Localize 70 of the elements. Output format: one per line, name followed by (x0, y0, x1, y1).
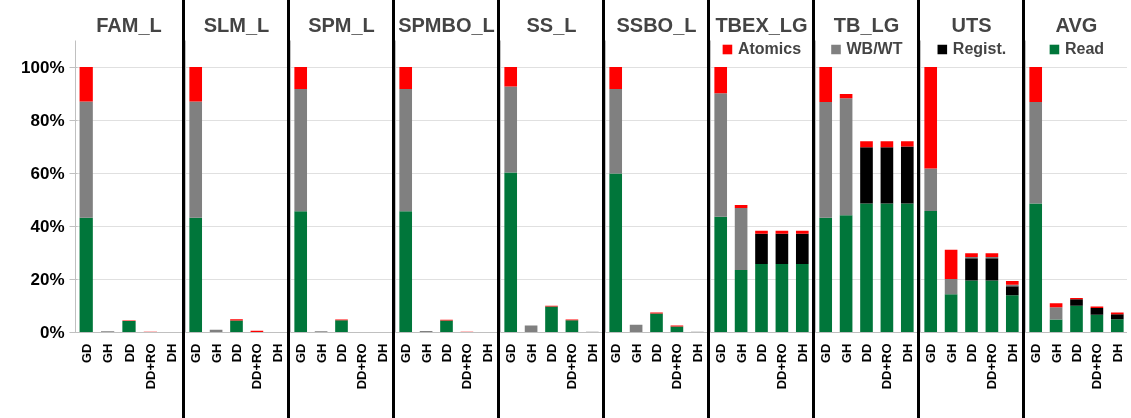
x-tick-label: DH (374, 343, 390, 363)
x-tick-label: GD (503, 343, 519, 363)
x-tick-label: DH (1004, 343, 1020, 363)
x-tick-label: DH (899, 343, 915, 363)
x-tick-label: GD (713, 343, 729, 363)
x-tick-label: DD (964, 343, 979, 363)
y-tick-label: 0% (39, 323, 65, 342)
x-tick-label: DD (859, 343, 874, 363)
x-tick-label: DH (794, 343, 810, 363)
text: Read (1064, 40, 1105, 58)
x-tick-label: GH (1048, 343, 1064, 363)
x-tick-label: DD (229, 343, 244, 363)
x-tick-label: DD+RO (249, 343, 265, 390)
x-tick-label: GD (1028, 343, 1044, 363)
x-tick-label: GH (100, 343, 116, 363)
chart-title: SS_L (526, 13, 577, 36)
x-tick-label: DD+RO (142, 343, 158, 390)
legend-label: Atomics (737, 40, 802, 58)
x-tick-label: DD+RO (879, 343, 895, 390)
x-tick-label: DD (754, 343, 769, 363)
x-tick-label: GD (818, 343, 834, 363)
chart-title: TBEX_LG (715, 13, 808, 36)
y-tick-label: 40% (30, 216, 65, 236)
x-tick-label: DD+RO (774, 343, 790, 390)
x-tick-label: DD+RO (984, 343, 1000, 390)
x-tick-label: GH (418, 343, 434, 363)
x-tick-label: DD+RO (354, 343, 370, 390)
x-tick-label: DD (334, 343, 349, 363)
x-tick-label: DH (689, 343, 705, 363)
legend-label: Regist. (952, 40, 1007, 58)
text: WB/WT (846, 40, 903, 58)
x-tick-label: GH (733, 343, 749, 363)
x-tick-label: DD (649, 343, 664, 363)
x-tick-label: DD+RO (459, 343, 475, 390)
x-tick-label: GH (628, 343, 644, 363)
x-tick-label: GH (943, 343, 959, 363)
chart-title: SPMBO_L (398, 13, 495, 36)
x-tick-label: GD (923, 343, 939, 363)
x-tick-label: DH (479, 343, 495, 363)
x-tick-label: GH (523, 343, 539, 363)
x-tick-label: DH (1109, 343, 1125, 363)
y-tick-label: 20% (30, 269, 65, 289)
x-tick-label: GD (293, 343, 309, 363)
y-tick-label: 80% (30, 110, 65, 130)
x-tick-label: DH (584, 343, 600, 363)
x-tick-label: DD+RO (564, 343, 580, 390)
chart-title: AVG (1055, 13, 1098, 36)
x-tick-label: DH (269, 343, 285, 363)
x-tick-label: GD (188, 343, 204, 363)
chart-title: SLM_L (203, 13, 270, 36)
x-tick-label: GD (608, 343, 624, 363)
y-tick-label: 100% (21, 57, 65, 77)
x-tick-label: GH (838, 343, 854, 363)
x-tick-label: GD (398, 343, 414, 363)
x-tick-label: DD (1069, 343, 1084, 363)
chart-title: TB_LG (833, 13, 900, 36)
x-tick-label: DD (121, 343, 137, 363)
chart-title: SPM_L (308, 13, 375, 36)
x-tick-label: DH (164, 343, 180, 363)
x-tick-label: GH (208, 343, 224, 363)
chart-title: UTS (951, 13, 992, 36)
x-tick-label: DD+RO (669, 343, 685, 390)
y-tick-label: 60% (30, 163, 65, 183)
x-tick-label: DD (544, 343, 559, 363)
chart-title: SSBO_L (616, 13, 697, 36)
chart-title: FAM_L (96, 13, 162, 36)
x-tick-label: GD (78, 343, 94, 363)
x-tick-label: DD (439, 343, 454, 363)
x-tick-label: DD+RO (1089, 343, 1105, 390)
x-tick-label: GH (313, 343, 329, 363)
